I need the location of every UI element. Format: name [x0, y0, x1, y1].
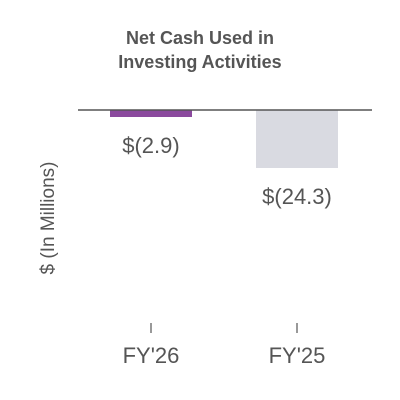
- x-tick-label-0: FY'26: [123, 343, 180, 368]
- chart-title-line-1: Net Cash Used in: [125, 28, 275, 48]
- data-label-1: $(24.3): [262, 184, 332, 209]
- chart-title-line-2: Investing Activities: [118, 52, 282, 72]
- bar-1: [256, 110, 338, 168]
- bar-0: [110, 110, 192, 117]
- x-axis: FY'26 FY'25: [123, 323, 326, 368]
- bars-layer: [110, 110, 338, 168]
- data-labels-layer: $(2.9) $(24.3): [122, 133, 332, 209]
- data-label-0: $(2.9): [122, 133, 179, 158]
- chart-title: Net Cash Used in Investing Activities: [0, 26, 400, 74]
- y-axis-label: $ (In Millions): [38, 162, 59, 275]
- x-tick-label-1: FY'25: [269, 343, 326, 368]
